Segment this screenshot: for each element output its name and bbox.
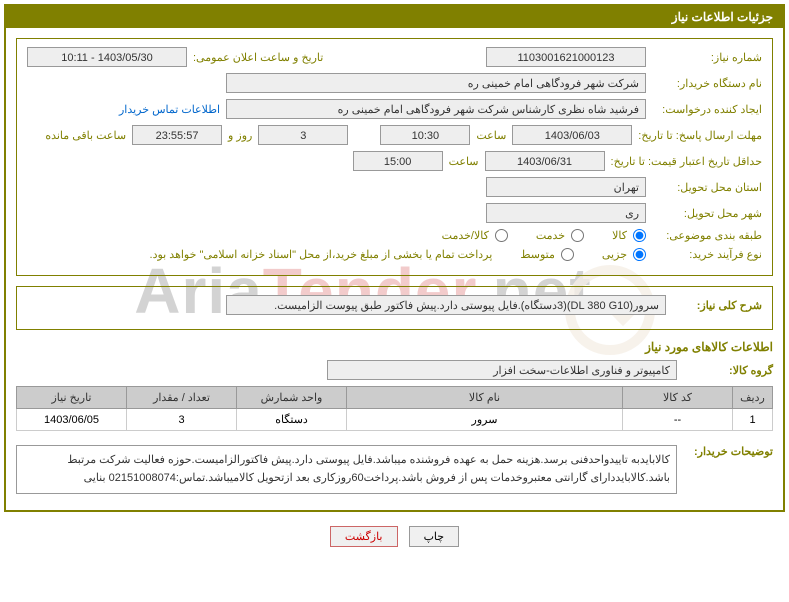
contact-buyer-link[interactable]: اطلاعات تماس خریدار	[119, 103, 220, 116]
table-header-row: ردیف کد کالا نام کالا واحد شمارش تعداد /…	[17, 387, 773, 409]
need-number-label: شماره نیاز:	[652, 51, 762, 64]
description-box: شرح کلی نیاز: سرور(DL 380 G10)(3دستگاه).…	[16, 286, 773, 330]
th-name: نام کالا	[347, 387, 623, 409]
cell-code: --	[623, 409, 733, 431]
cell-num: 1	[733, 409, 773, 431]
category-radio-group: کالا خدمت کالا/خدمت	[442, 229, 646, 242]
time-remaining: 23:55:57	[132, 125, 222, 145]
category-label: طبقه بندی موضوعی:	[652, 229, 762, 242]
desc-label: شرح کلی نیاز:	[672, 299, 762, 312]
main-frame: جزئیات اطلاعات نیاز شماره نیاز: 11030016…	[4, 4, 785, 512]
process-label: نوع فرآیند خرید:	[652, 248, 762, 261]
buyer-value: شرکت شهر فرودگاهی امام خمینی ره	[226, 73, 646, 93]
radio-goods[interactable]	[633, 229, 646, 242]
validity-label: حداقل تاریخ اعتبار قیمت: تا تاریخ:	[611, 155, 762, 168]
page-title: جزئیات اطلاعات نیاز	[6, 6, 783, 28]
time-label-1: ساعت	[476, 129, 506, 142]
process-radio-group: جزیی متوسط پرداخت تمام یا بخشی از مبلغ خ…	[150, 248, 646, 261]
details-box: شماره نیاز: 1103001621000123 تاریخ و ساع…	[16, 38, 773, 276]
cell-date: 1403/06/05	[17, 409, 127, 431]
cell-qty: 3	[127, 409, 237, 431]
radio-partial[interactable]	[633, 248, 646, 261]
need-number-value: 1103001621000123	[486, 47, 646, 67]
table-row: 1 -- سرور دستگاه 3 1403/06/05	[17, 409, 773, 431]
province-value: تهران	[486, 177, 646, 197]
radio-medium[interactable]	[561, 248, 574, 261]
radio-partial-label: جزیی	[602, 248, 627, 261]
goods-table: ردیف کد کالا نام کالا واحد شمارش تعداد /…	[16, 386, 773, 431]
goods-group-label: گروه کالا:	[683, 364, 773, 377]
print-button[interactable]: چاپ	[409, 526, 460, 547]
buyer-notes-label: توضیحات خریدار:	[683, 439, 773, 458]
th-qty: تعداد / مقدار	[127, 387, 237, 409]
th-date: تاریخ نیاز	[17, 387, 127, 409]
radio-service-label: خدمت	[536, 229, 565, 242]
goods-section-title: اطلاعات کالاهای مورد نیاز	[16, 340, 773, 354]
validity-date: 1403/06/31	[485, 151, 605, 171]
cell-unit: دستگاه	[237, 409, 347, 431]
radio-medium-label: متوسط	[520, 248, 555, 261]
deadline-date: 1403/06/03	[512, 125, 632, 145]
remain-label: ساعت باقی مانده	[45, 129, 126, 142]
desc-value: سرور(DL 380 G10)(3دستگاه).فایل پیوستی دا…	[226, 295, 666, 315]
radio-service[interactable]	[571, 229, 584, 242]
payment-note: پرداخت تمام یا بخشی از مبلغ خرید،از محل …	[150, 248, 493, 261]
th-row: ردیف	[733, 387, 773, 409]
button-bar: چاپ بازگشت	[0, 516, 789, 557]
announce-value: 1403/05/30 - 10:11	[27, 47, 187, 67]
requester-value: فرشید شاه نظری کارشناس شرکت شهر فرودگاهی…	[226, 99, 646, 119]
radio-goods-label: کالا	[612, 229, 627, 242]
validity-time: 15:00	[353, 151, 443, 171]
requester-label: ایجاد کننده درخواست:	[652, 103, 762, 116]
buyer-label: نام دستگاه خریدار:	[652, 77, 762, 90]
province-label: استان محل تحویل:	[652, 181, 762, 194]
announce-label: تاریخ و ساعت اعلان عمومی:	[193, 51, 323, 64]
buyer-notes-value: کالابایدبه تاییدواحدفنی برسد.هزینه حمل ب…	[16, 445, 677, 494]
goods-group-value: کامپیوتر و فناوری اطلاعات-سخت افزار	[327, 360, 677, 380]
th-unit: واحد شمارش	[237, 387, 347, 409]
city-value: ری	[486, 203, 646, 223]
days-remaining: 3	[258, 125, 348, 145]
days-and-label: روز و	[228, 129, 252, 142]
city-label: شهر محل تحویل:	[652, 207, 762, 220]
radio-both[interactable]	[495, 229, 508, 242]
deadline-time: 10:30	[380, 125, 470, 145]
cell-name: سرور	[347, 409, 623, 431]
radio-both-label: کالا/خدمت	[442, 229, 489, 242]
deadline-label: مهلت ارسال پاسخ: تا تاریخ:	[638, 129, 762, 142]
time-label-2: ساعت	[449, 155, 479, 168]
back-button[interactable]: بازگشت	[330, 526, 398, 547]
th-code: کد کالا	[623, 387, 733, 409]
